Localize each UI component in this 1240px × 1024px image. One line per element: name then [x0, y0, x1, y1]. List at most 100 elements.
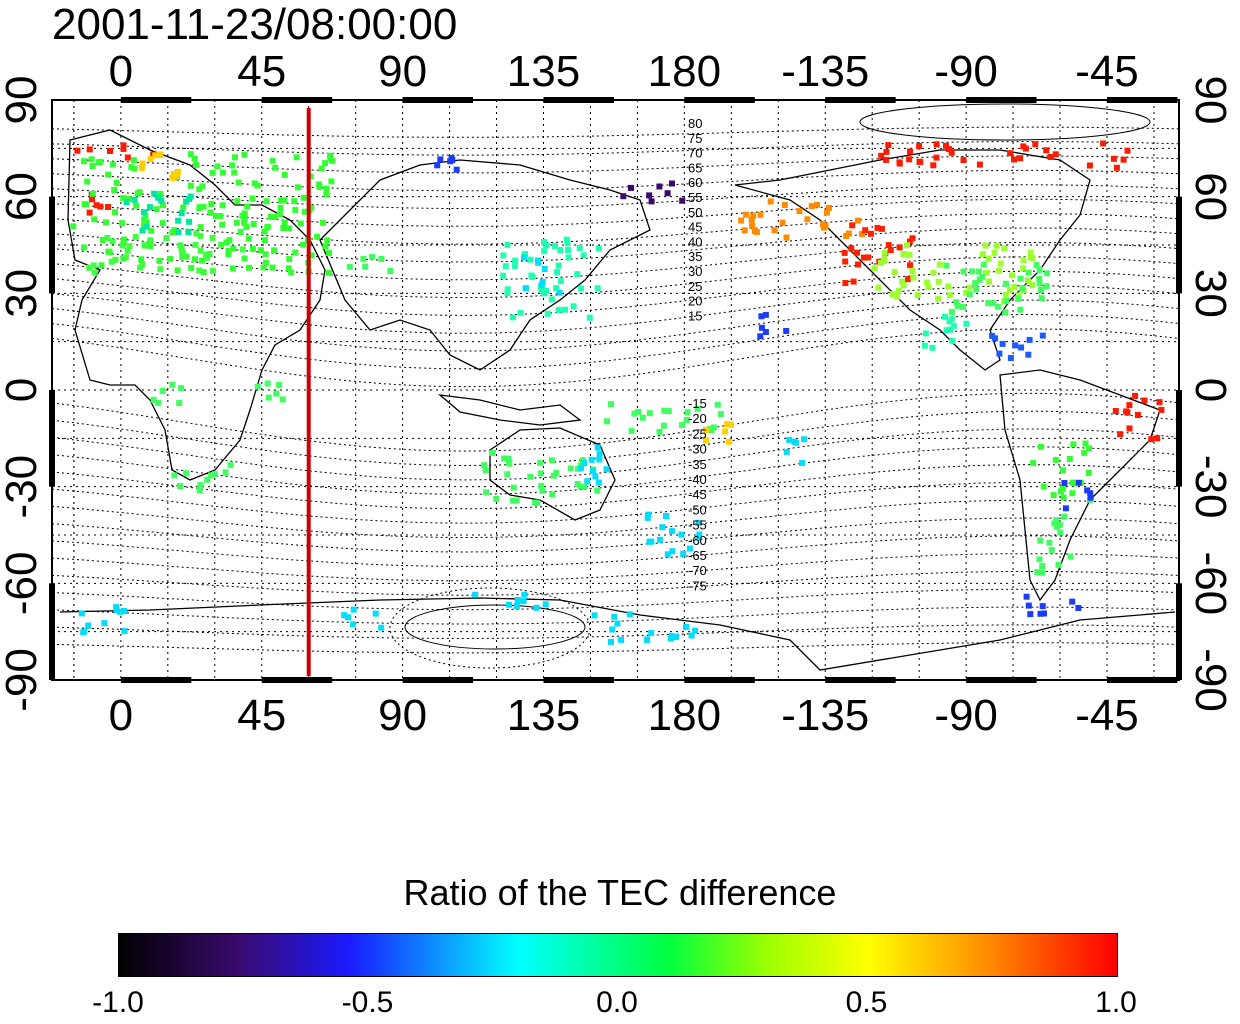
tec-cell — [510, 484, 517, 491]
tec-cell — [286, 256, 293, 263]
magnetic-contour — [51, 410, 1180, 467]
tec-cell — [300, 241, 307, 248]
tec-cell — [609, 626, 616, 633]
tec-cell — [929, 344, 936, 351]
tec-cell — [703, 426, 710, 433]
tec-cell — [848, 245, 855, 252]
tec-cell — [1015, 295, 1022, 302]
tec-cell — [1062, 505, 1069, 512]
tec-cell — [177, 242, 184, 249]
tec-cell — [591, 612, 598, 619]
tec-cell — [594, 444, 601, 451]
tec-cell — [84, 178, 91, 185]
tec-cell — [538, 482, 545, 489]
tec-cell — [820, 221, 826, 228]
top-border-bar — [825, 97, 896, 103]
tec-cell — [292, 249, 299, 256]
tec-cell — [493, 495, 500, 502]
tec-cell — [113, 180, 120, 186]
tec-cell — [899, 278, 906, 285]
tec-cell — [758, 313, 765, 320]
tec-cell — [1036, 266, 1043, 273]
tec-cell — [966, 284, 973, 291]
tec-cell — [574, 271, 581, 278]
tec-cell — [225, 248, 232, 254]
colorbar-tick-label: -1.0 — [92, 986, 144, 1019]
tec-cell — [996, 267, 1002, 274]
tec-cell — [1050, 492, 1057, 499]
tec-cell — [98, 262, 105, 269]
tec-cell — [178, 385, 185, 392]
tec-cell — [105, 204, 111, 210]
tec-cell — [783, 234, 790, 241]
tec-cell — [678, 531, 685, 538]
lon-tick-label: 180 — [648, 47, 721, 96]
tec-cell — [1086, 445, 1092, 452]
tec-cell — [95, 159, 102, 166]
tec-cell — [269, 264, 276, 271]
tec-cell — [1011, 156, 1017, 163]
tec-cell — [291, 198, 298, 205]
tec-cell — [522, 285, 529, 292]
lon-tick-label: 45 — [237, 691, 286, 740]
tec-cell — [125, 195, 132, 202]
tec-cell — [738, 217, 745, 224]
tec-cell — [1020, 257, 1027, 263]
tec-cell — [544, 310, 551, 317]
tec-cell — [948, 308, 955, 315]
tec-cell — [138, 256, 145, 263]
tec-cell — [133, 202, 140, 209]
lon-tick-label: -90 — [934, 47, 998, 96]
contour-label: -60 — [688, 533, 707, 548]
tec-cell — [152, 152, 159, 159]
tec-cell — [78, 610, 85, 617]
tec-cell — [105, 171, 112, 178]
tec-cell — [725, 438, 732, 445]
tec-cell — [722, 428, 729, 435]
tec-cell — [841, 249, 848, 256]
tec-cell — [999, 340, 1006, 347]
tec-cell — [595, 479, 602, 486]
tec-cell — [171, 227, 178, 234]
tec-cell — [230, 245, 237, 252]
top-longitude-ticks: 0 45 90 135 180 -135 -90 -45 — [109, 47, 1139, 96]
tec-cell — [979, 273, 985, 280]
magnetic-contour — [51, 213, 1180, 245]
tec-cell — [261, 237, 268, 244]
tec-cell — [260, 264, 267, 271]
tec-cell — [175, 168, 181, 175]
tec-cell — [943, 327, 950, 334]
tec-cell — [541, 248, 548, 255]
tec-cell — [208, 472, 215, 479]
tec-cell — [960, 157, 967, 164]
tec-cell — [553, 285, 560, 292]
tec-cell — [541, 238, 548, 245]
tec-cell — [89, 196, 95, 203]
tec-cell — [779, 219, 786, 226]
tec-cell — [314, 233, 321, 240]
tec-cell — [1069, 598, 1076, 605]
tec-cell — [551, 243, 558, 250]
tec-cell — [949, 337, 956, 344]
tec-cell — [1025, 351, 1032, 358]
tec-cell — [1059, 467, 1066, 474]
tec-cell — [522, 251, 528, 258]
lat-tick-label: 60 — [0, 172, 46, 221]
tec-cell — [202, 251, 209, 258]
tec-cell — [885, 142, 892, 149]
tec-cell — [276, 211, 283, 218]
tec-cell — [378, 624, 385, 631]
tec-cell — [155, 194, 162, 201]
tec-cell — [576, 245, 583, 251]
contour-label: 30 — [688, 264, 702, 279]
coastline-antarctica — [59, 597, 1176, 671]
tec-cell — [506, 460, 513, 467]
tec-cell — [881, 249, 888, 256]
tec-cell — [631, 410, 638, 417]
tec-cell — [570, 303, 577, 310]
tec-cell — [196, 205, 203, 212]
tec-cell — [1085, 470, 1092, 476]
tec-cell — [946, 292, 953, 299]
tec-cell — [500, 272, 507, 279]
tec-cell — [1037, 537, 1044, 544]
